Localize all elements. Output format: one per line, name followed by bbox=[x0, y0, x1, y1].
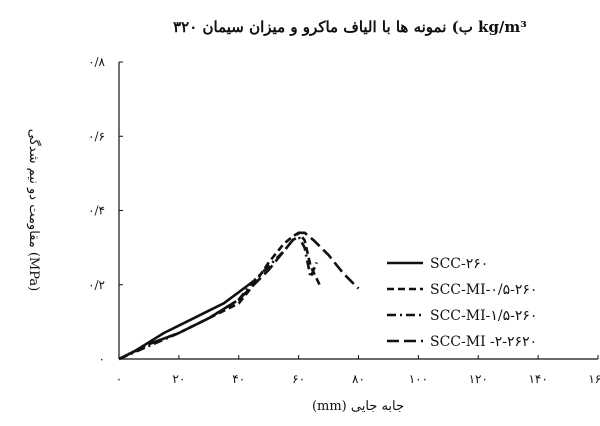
x-tick-label: ۸۰ bbox=[352, 372, 365, 386]
series-lines bbox=[118, 231, 360, 361]
x-tick-label: ۱۶۰ bbox=[588, 372, 600, 386]
x-tick-label: ۶۰ bbox=[292, 372, 305, 386]
x-tick-label: ۱۴۰ bbox=[528, 372, 547, 386]
y-ticks: ۰ ۰/۲ ۰/۴ ۰/۶ ۰/۸ bbox=[88, 55, 123, 366]
x-axis-label: (mm) جابه جایی bbox=[312, 399, 404, 414]
legend-label-4: SCC-MI -۲-۲۶۲۰ bbox=[430, 334, 537, 350]
legend-label-3: SCC-MI-۱/۵-۲۶۰ bbox=[430, 308, 537, 324]
series-line-2 bbox=[118, 231, 321, 361]
y-tick-label: ۰/۲ bbox=[88, 278, 105, 292]
chart-title: ب) نمونه ها با الیاف ماکرو و میزان سیمان… bbox=[173, 18, 527, 36]
legend-label-1: SCC-۲۶۰ bbox=[430, 256, 488, 272]
legend-label-2: SCC-MI-۰/۵-۲۶۰ bbox=[430, 282, 537, 298]
series-line-4 bbox=[118, 231, 360, 361]
x-tick-label: ۲۰ bbox=[172, 372, 185, 386]
x-ticks: ۰ ۲۰ ۴۰ ۶۰ ۸۰ ۱۰۰ ۱۲۰ ۱۴۰ ۱۶۰ bbox=[116, 355, 600, 386]
legend: SCC-۲۶۰ SCC-MI-۰/۵-۲۶۰ SCC-MI-۱/۵-۲۶۰ SCC-M… bbox=[387, 256, 537, 350]
x-tick-label: ۰ bbox=[116, 372, 122, 386]
y-tick-label: ۰ bbox=[99, 352, 105, 366]
y-tick-label: ۰/۴ bbox=[88, 204, 105, 218]
x-tick-label: ۴۰ bbox=[232, 372, 245, 386]
series-line-1 bbox=[118, 279, 255, 361]
y-tick-label: ۰/۸ bbox=[88, 55, 105, 69]
x-tick-label: ۱۲۰ bbox=[469, 372, 488, 386]
x-tick-label: ۱۰۰ bbox=[409, 372, 428, 386]
series-line-3 bbox=[118, 235, 318, 361]
y-tick-label: ۰/۶ bbox=[88, 129, 105, 143]
y-axis-label: مقاومت دو نیم شدگی (MPa) bbox=[26, 129, 42, 291]
